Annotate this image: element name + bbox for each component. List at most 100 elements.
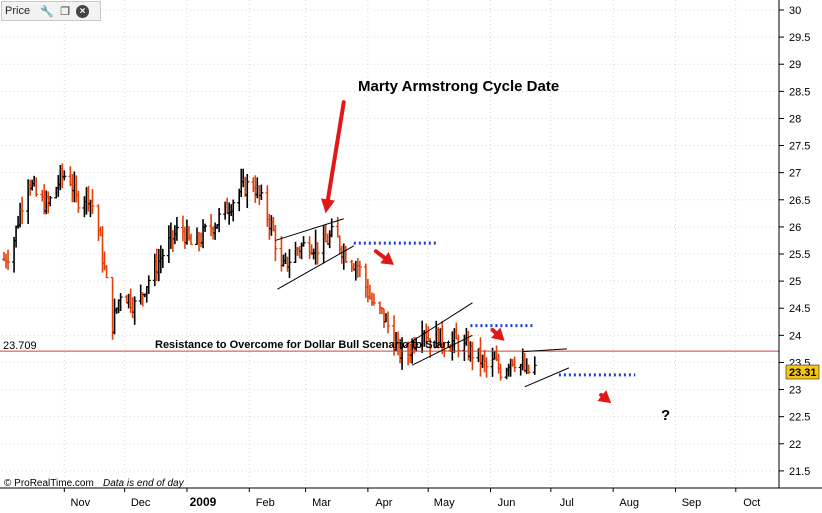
ohlc-bar xyxy=(526,364,531,374)
y-tick-label: 27.5 xyxy=(789,141,810,153)
arrow-shaft xyxy=(599,392,604,398)
ohlc-bar xyxy=(273,225,278,262)
ohlc-bar xyxy=(357,260,362,278)
close-icon[interactable]: × xyxy=(76,4,90,18)
ohlc-bar xyxy=(146,275,151,294)
trendline xyxy=(524,367,570,388)
y-tick-label: 21.5 xyxy=(789,466,810,478)
arrow-shaft xyxy=(325,100,346,202)
arrow xyxy=(321,100,346,214)
credit-note: Data is end of day xyxy=(103,478,185,489)
y-tick-label: 25.5 xyxy=(789,249,810,261)
ohlc-bar xyxy=(132,296,137,325)
y-tick-label: 24 xyxy=(789,330,801,342)
ohlc-bar xyxy=(62,170,67,181)
y-tick-label: 29.5 xyxy=(789,32,810,44)
wrench-icon[interactable]: 🔧 xyxy=(40,5,54,18)
y-tick-label: 28.5 xyxy=(789,86,810,98)
y-tick-label: 25 xyxy=(789,276,801,288)
x-tick-label: Aug xyxy=(619,497,639,509)
arrow-shaft xyxy=(373,249,387,260)
ohlc-bar xyxy=(301,236,306,247)
y-tick-label: 30 xyxy=(789,5,801,17)
y-axis-ticks: 21.52222.52323.52424.52525.52626.52727.5… xyxy=(779,5,810,478)
x-tick-label: Oct xyxy=(743,497,760,509)
y-tick-label: 24.5 xyxy=(789,303,810,315)
y-tick-label: 26 xyxy=(789,222,801,234)
x-tick-label: Nov xyxy=(71,497,91,509)
x-tick-label: Jul xyxy=(560,497,574,509)
cycle-date-annotation: Marty Armstrong Cycle Date xyxy=(358,78,559,95)
trendlines xyxy=(275,218,570,388)
ohlc-bar xyxy=(484,357,489,378)
y-tick-label: 22 xyxy=(789,439,801,451)
ohlc-bar xyxy=(512,356,517,372)
trendline xyxy=(275,218,344,241)
grid xyxy=(2,0,779,488)
ohlc-bar xyxy=(329,218,334,238)
ohlc-bar xyxy=(371,293,376,306)
ohlc-bar xyxy=(315,242,320,265)
trendline xyxy=(522,348,567,353)
ohlc-bar xyxy=(90,189,95,214)
arrow-head xyxy=(380,252,395,265)
x-tick-label: Mar xyxy=(312,497,331,509)
ohlc-bar xyxy=(385,311,390,334)
resistance-value-label: 23.709 xyxy=(3,340,37,352)
trendline xyxy=(411,334,473,366)
arrow xyxy=(597,390,612,404)
x-tick-label: Apr xyxy=(375,497,392,509)
last-price-label: 23.31 xyxy=(789,367,817,379)
credit-brand: © ProRealTime.com xyxy=(4,478,94,489)
ohlc-bar xyxy=(118,293,123,312)
ohlc-bar xyxy=(470,341,475,371)
trendline xyxy=(277,245,355,290)
y-tick-label: 26.5 xyxy=(789,195,810,207)
ohlc-bars xyxy=(2,163,537,381)
ohlc-bar xyxy=(532,356,537,375)
ohlc-bar xyxy=(76,190,81,213)
y-tick-label: 28 xyxy=(789,113,801,125)
ohlc-bar xyxy=(174,216,179,241)
x-tick-label: Feb xyxy=(256,497,275,509)
ohlc-bar xyxy=(188,233,193,246)
y-tick-label: 27 xyxy=(789,168,801,180)
ohlc-bar xyxy=(498,363,503,381)
x-tick-label: 2009 xyxy=(190,495,217,509)
ohlc-bar xyxy=(6,249,11,270)
dotted-projections xyxy=(353,241,636,377)
arrow-head xyxy=(321,198,335,214)
ohlc-bar xyxy=(48,195,53,207)
arrow-head xyxy=(490,327,505,341)
chart-toolbar: Price 🔧 ❐ × xyxy=(1,1,101,21)
ohlc-bar xyxy=(259,184,264,200)
x-tick-label: Jun xyxy=(498,497,516,509)
ohlc-bar xyxy=(414,337,419,352)
ohlc-bar xyxy=(160,248,165,268)
ohlc-bar xyxy=(203,223,208,232)
ohlc-bar xyxy=(217,207,222,233)
ohlc-bar xyxy=(428,338,433,358)
ohlc-bar xyxy=(20,196,25,225)
x-tick-label: May xyxy=(434,497,455,509)
question-mark: ? xyxy=(661,407,670,424)
restore-window-icon[interactable]: ❐ xyxy=(60,5,70,18)
arrows xyxy=(321,100,612,404)
y-tick-label: 23 xyxy=(789,385,801,397)
last-price-tag xyxy=(785,364,820,380)
x-axis-ticks: Nov Dec 2009 Feb Mar Apr May Jun Jul Aug Sep Oct xyxy=(63,488,760,509)
ohlc-bar xyxy=(287,249,292,279)
x-tick-label: Dec xyxy=(131,497,151,509)
y-tick-label: 22.5 xyxy=(789,412,810,424)
ohlc-bar xyxy=(245,173,250,209)
ohlc-bar xyxy=(456,334,461,358)
arrow-head xyxy=(597,390,612,404)
arrow xyxy=(373,249,395,265)
toolbar-label: Price xyxy=(5,5,31,17)
ohlc-bar xyxy=(231,199,236,222)
arrow xyxy=(490,327,505,341)
ohlc-bar xyxy=(104,264,109,279)
